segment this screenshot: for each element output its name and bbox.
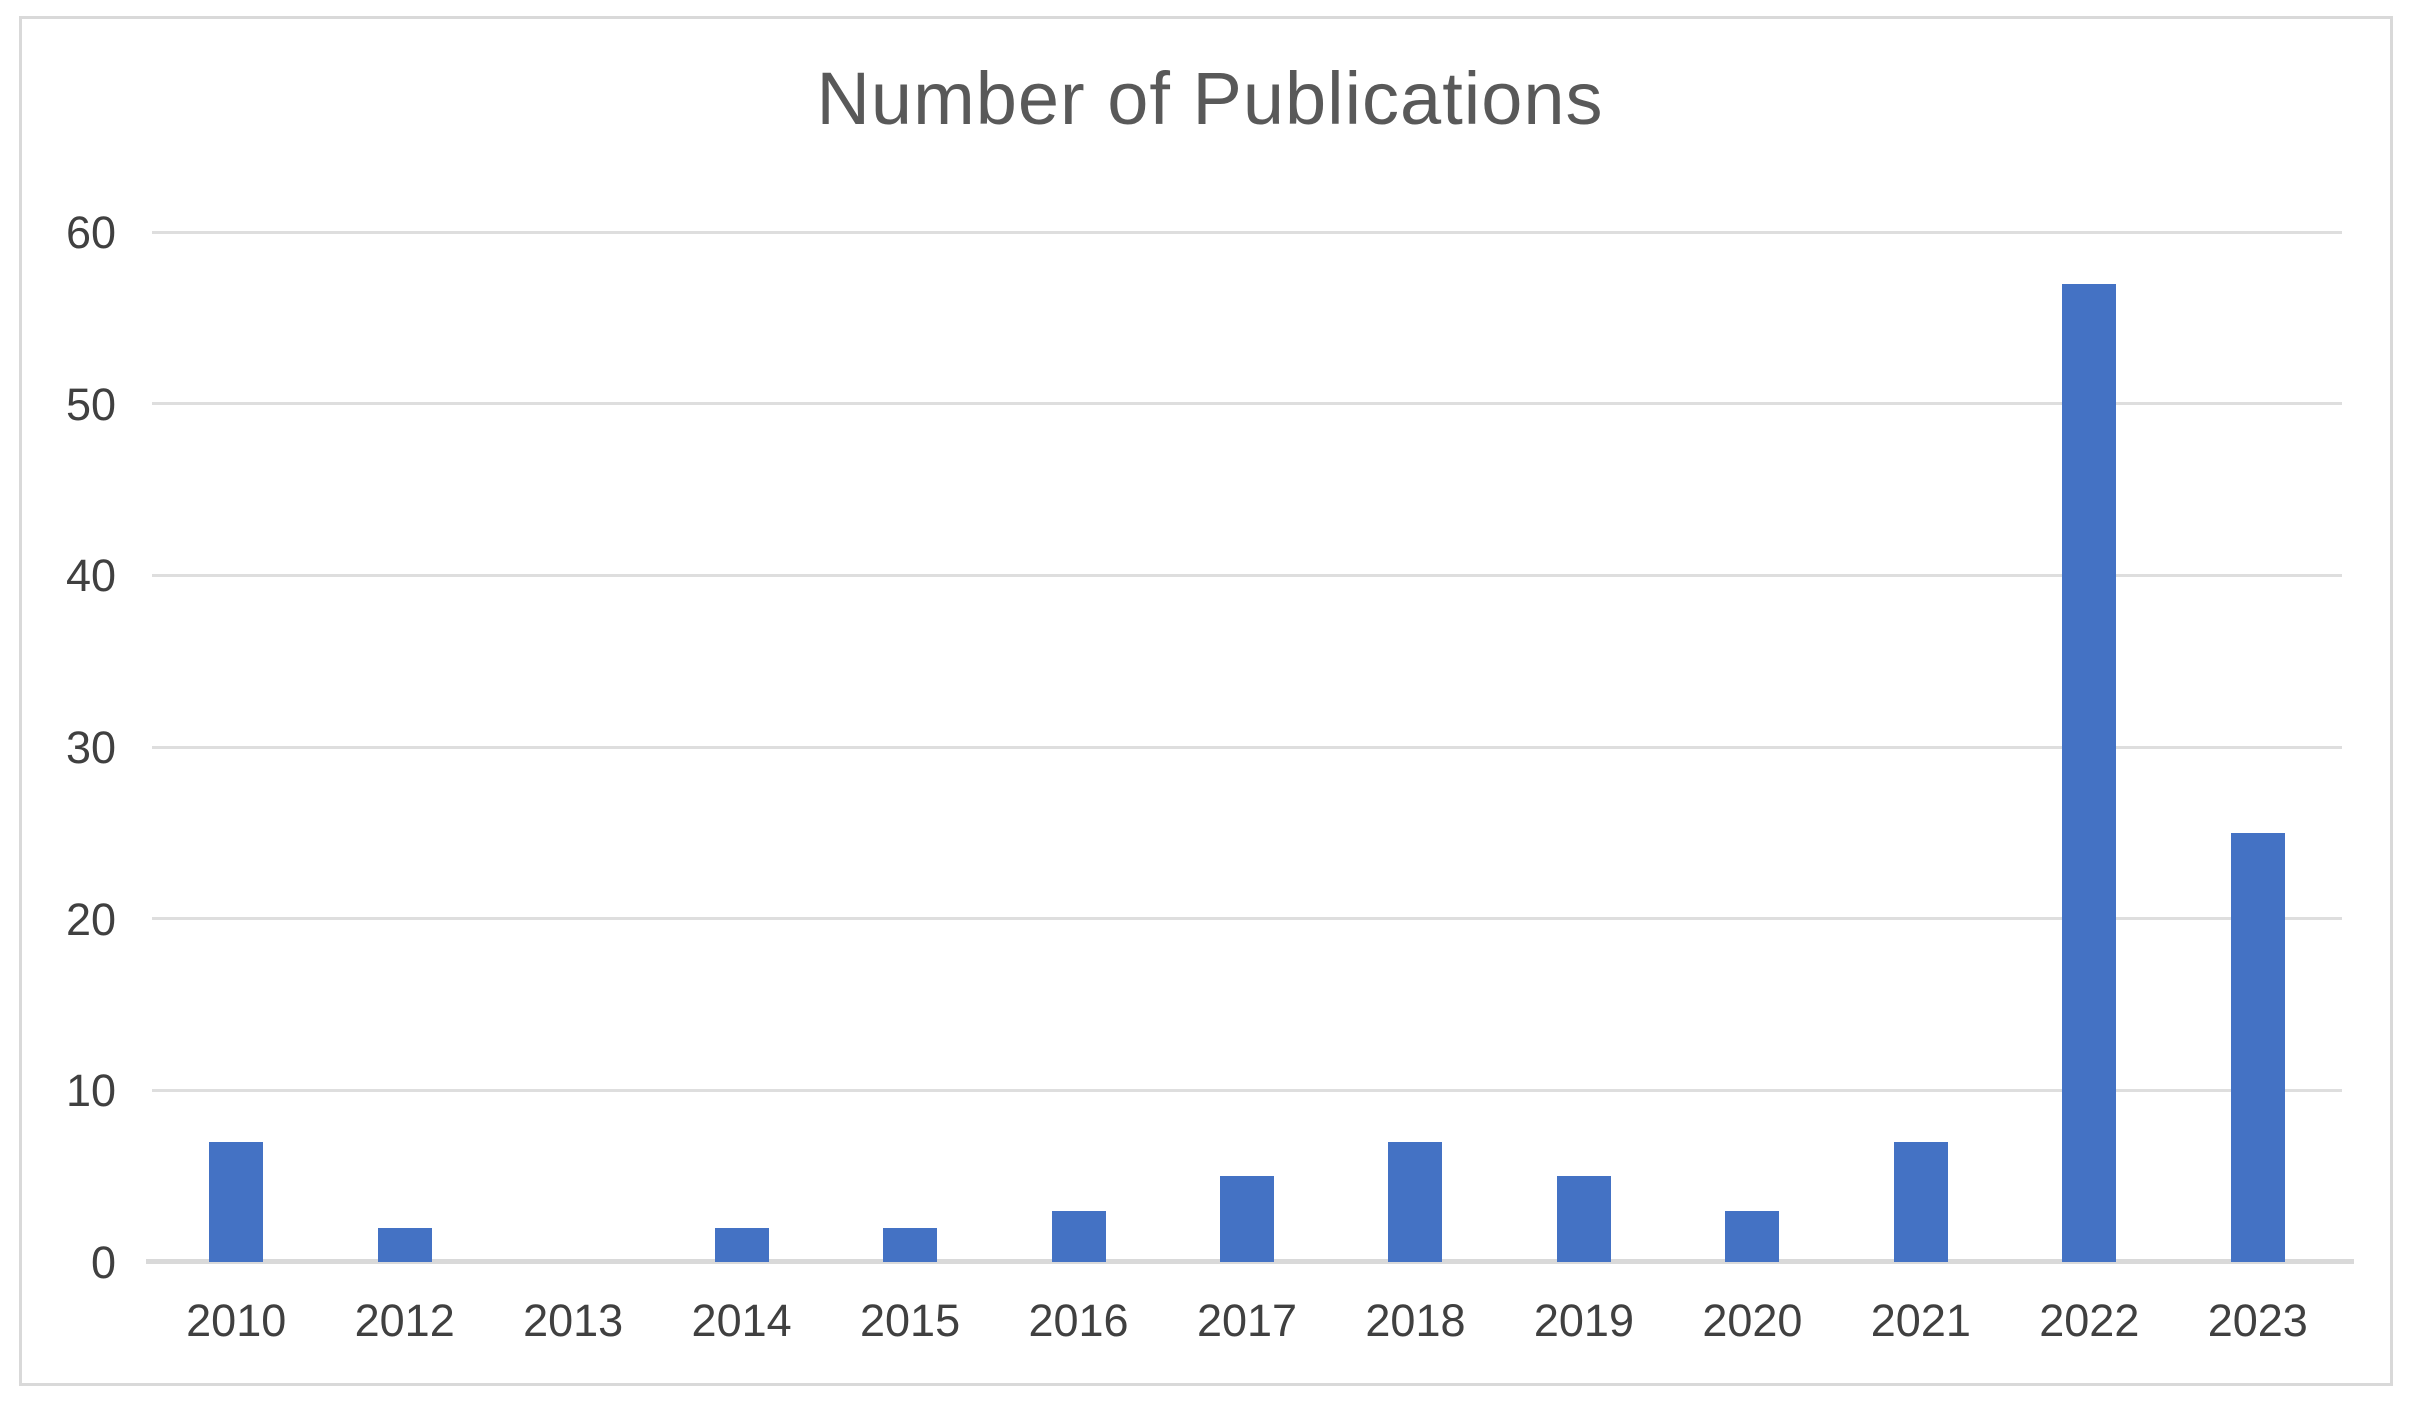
gridline-60 [152,230,2342,234]
x-tick-label-2014: 2014 [691,1295,792,1346]
x-tick-label-2012: 2012 [354,1295,455,1346]
x-tick-label-2017: 2017 [1196,1295,1298,1346]
x-tick-label-2023: 2023 [2207,1295,2308,1346]
bar-2016 [1051,1210,1106,1262]
chart-frame [19,16,2393,1386]
gridline-50 [152,402,2342,406]
gridline-30 [152,745,2342,749]
bar-2012 [377,1227,432,1262]
bar-2014 [714,1227,769,1262]
y-tick-label-20: 20 [65,893,116,945]
x-tick-label-2021: 2021 [1870,1295,1971,1346]
bar-2020 [1725,1210,1780,1262]
bar-2019 [1556,1176,1611,1262]
x-tick-label-2019: 2019 [1533,1295,1634,1346]
y-tick-label-0: 0 [90,1237,116,1288]
gridline-40 [152,573,2342,577]
bar-2018 [1388,1141,1443,1262]
x-tick-label-2013: 2013 [523,1295,624,1346]
x-tick-label-2016: 2016 [1028,1295,1129,1346]
gridline-10 [152,1088,2342,1092]
gridline-20 [152,917,2342,921]
bar-2015 [883,1227,938,1262]
y-tick-label-60: 60 [65,207,116,258]
bar-2021 [1893,1141,1948,1262]
chart-title: Number of Publications [816,57,1604,140]
bar-2017 [1220,1176,1274,1262]
y-tick-label-10: 10 [65,1065,116,1117]
y-tick-label-50: 50 [65,378,116,430]
plot-area [146,230,2354,1264]
x-tick-label-2022: 2022 [2039,1295,2140,1346]
bar-2010 [209,1141,264,1262]
x-tick-label-2010: 2010 [186,1295,287,1346]
bar-2023 [2230,832,2285,1262]
x-tick-label-2015: 2015 [860,1295,961,1346]
x-tick-label-2020: 2020 [1702,1295,1803,1346]
y-tick-label-30: 30 [65,722,116,773]
y-tick-label-40: 40 [65,550,116,602]
bar-2022 [2062,283,2117,1262]
x-tick-label-2018: 2018 [1365,1295,1466,1346]
